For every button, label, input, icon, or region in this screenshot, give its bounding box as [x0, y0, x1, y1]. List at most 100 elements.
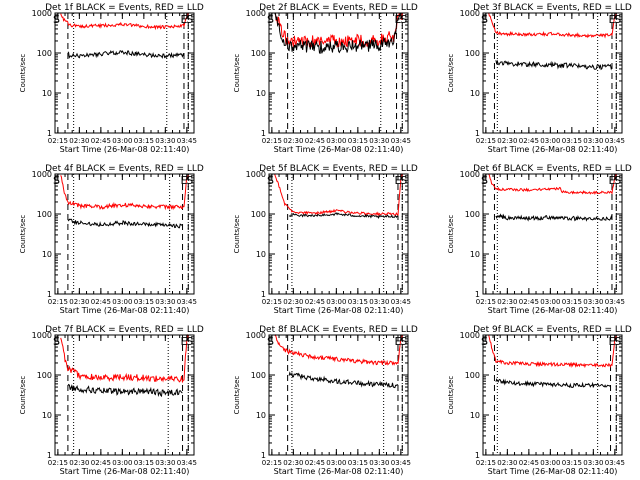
segment-marker-e: E: [608, 174, 615, 187]
segment-marker-s: S: [53, 174, 60, 187]
x-tick-label: 02:30: [69, 459, 89, 467]
series-line-events: [495, 378, 611, 388]
series-line-lld: [274, 334, 403, 366]
segment-marker-s: S: [614, 174, 621, 187]
plot-frame: [268, 173, 409, 295]
panel-det-5: Det 5f BLACK = Events, RED = LLD Counts/s…: [233, 164, 418, 315]
x-tick-label: 03:15: [348, 298, 368, 306]
y-tick-label: 100: [251, 49, 266, 58]
x-tick-label: 02:15: [48, 137, 68, 145]
y-tick-label: 10: [256, 250, 266, 259]
x-axis-label: Start Time (26-Mar-08 02:11:40): [60, 145, 190, 154]
series-line-lld: [274, 173, 403, 217]
segment-marker-s: S: [53, 13, 60, 26]
series-line-lld: [488, 12, 617, 39]
x-tick-label: 03:45: [391, 459, 411, 467]
y-tick-label: 10: [470, 411, 480, 420]
x-tick-label: 03:00: [540, 298, 560, 306]
plot-frame: [482, 173, 623, 295]
panel-det-3: Det 3f BLACK = Events, RED = LLD Counts/s…: [447, 3, 632, 154]
series-line-events: [67, 383, 183, 398]
x-tick-label: 02:30: [497, 298, 517, 306]
y-tick-label: 10: [470, 89, 480, 98]
plot-frame: [268, 12, 409, 134]
y-tick-label: 1000: [32, 9, 52, 18]
x-tick-label: 02:15: [476, 137, 496, 145]
panel-title: Det 8f BLACK = Events, RED = LLD: [259, 325, 418, 335]
segment-marker-e: E: [180, 335, 187, 348]
y-axis-label: Counts/sec: [19, 54, 27, 93]
y-tick-label: 10: [42, 89, 52, 98]
x-tick-label: 02:30: [497, 459, 517, 467]
x-tick-label: 03:45: [605, 137, 625, 145]
x-tick-label: 02:15: [262, 298, 282, 306]
y-tick-label: 1: [47, 129, 52, 138]
y-tick-label: 100: [251, 210, 266, 219]
series-line-events: [495, 213, 613, 222]
x-tick-label: 03:30: [583, 137, 603, 145]
x-axis-label: Start Time (26-Mar-08 02:11:40): [274, 467, 404, 476]
y-tick-label: 1000: [32, 331, 52, 340]
x-tick-label: 02:45: [91, 298, 111, 306]
x-axis-label: Start Time (26-Mar-08 02:11:40): [488, 306, 618, 315]
series-line-lld: [488, 173, 617, 195]
x-tick-label: 03:00: [112, 459, 132, 467]
x-tick-label: 03:30: [155, 137, 175, 145]
x-tick-label: 03:00: [326, 298, 346, 306]
y-tick-label: 1: [475, 451, 480, 460]
segment-marker-s: S: [267, 13, 274, 26]
segment-marker-s: S: [267, 174, 274, 187]
series-line-events: [274, 12, 403, 54]
panel-det-8: Det 8f BLACK = Events, RED = LLD Counts/s…: [233, 325, 418, 476]
x-tick-label: 03:15: [562, 137, 582, 145]
y-axis-label: Counts/sec: [19, 215, 27, 254]
panel-det-7: Det 7f BLACK = Events, RED = LLD Counts/s…: [19, 325, 204, 476]
y-tick-label: 1: [261, 451, 266, 460]
y-tick-label: 100: [465, 49, 480, 58]
x-tick-label: 02:30: [69, 298, 89, 306]
x-tick-label: 02:15: [48, 459, 68, 467]
x-tick-label: 03:30: [369, 459, 389, 467]
x-tick-label: 03:45: [177, 137, 197, 145]
panel-det-2: Det 2f BLACK = Events, RED = LLD Counts/s…: [233, 3, 418, 154]
y-axis-label: Counts/sec: [447, 376, 455, 415]
x-axis-label: Start Time (26-Mar-08 02:11:40): [60, 467, 190, 476]
x-tick-label: 03:15: [348, 459, 368, 467]
x-tick-label: 03:30: [155, 298, 175, 306]
x-tick-label: 02:30: [497, 137, 517, 145]
y-tick-label: 1000: [460, 170, 480, 179]
panel-det-4: Det 4f BLACK = Events, RED = LLD Counts/s…: [19, 164, 204, 315]
segment-marker-s: S: [400, 335, 407, 348]
x-tick-label: 03:00: [112, 298, 132, 306]
y-tick-label: 100: [37, 210, 52, 219]
series-line-events: [495, 59, 613, 71]
plot-frame: [268, 334, 409, 456]
series-line-lld: [60, 175, 189, 211]
y-tick-label: 1: [47, 451, 52, 460]
y-tick-label: 10: [256, 411, 266, 420]
x-tick-label: 03:45: [177, 298, 197, 306]
x-tick-label: 03:45: [391, 137, 411, 145]
x-tick-label: 02:15: [262, 459, 282, 467]
panel-title: Det 9f BLACK = Events, RED = LLD: [473, 325, 632, 335]
y-tick-label: 10: [470, 250, 480, 259]
x-tick-label: 02:30: [69, 137, 89, 145]
x-axis-label: Start Time (26-Mar-08 02:11:40): [488, 145, 618, 154]
panel-title: Det 5f BLACK = Events, RED = LLD: [259, 164, 418, 174]
plot-frame: [54, 173, 195, 295]
y-tick-label: 10: [256, 89, 266, 98]
x-tick-label: 03:45: [605, 298, 625, 306]
y-axis-label: Counts/sec: [233, 54, 241, 93]
plot-frame: [54, 334, 195, 456]
x-tick-label: 03:15: [348, 137, 368, 145]
x-tick-label: 03:15: [134, 137, 154, 145]
y-axis-label: Counts/sec: [233, 215, 241, 254]
x-tick-label: 03:15: [134, 459, 154, 467]
series-line-events: [67, 218, 183, 229]
panel-title: Det 7f BLACK = Events, RED = LLD: [45, 325, 204, 335]
panel-title: Det 6f BLACK = Events, RED = LLD: [473, 164, 632, 174]
series-line-events: [67, 50, 185, 59]
x-tick-label: 03:30: [155, 459, 175, 467]
y-tick-label: 10: [42, 411, 52, 420]
